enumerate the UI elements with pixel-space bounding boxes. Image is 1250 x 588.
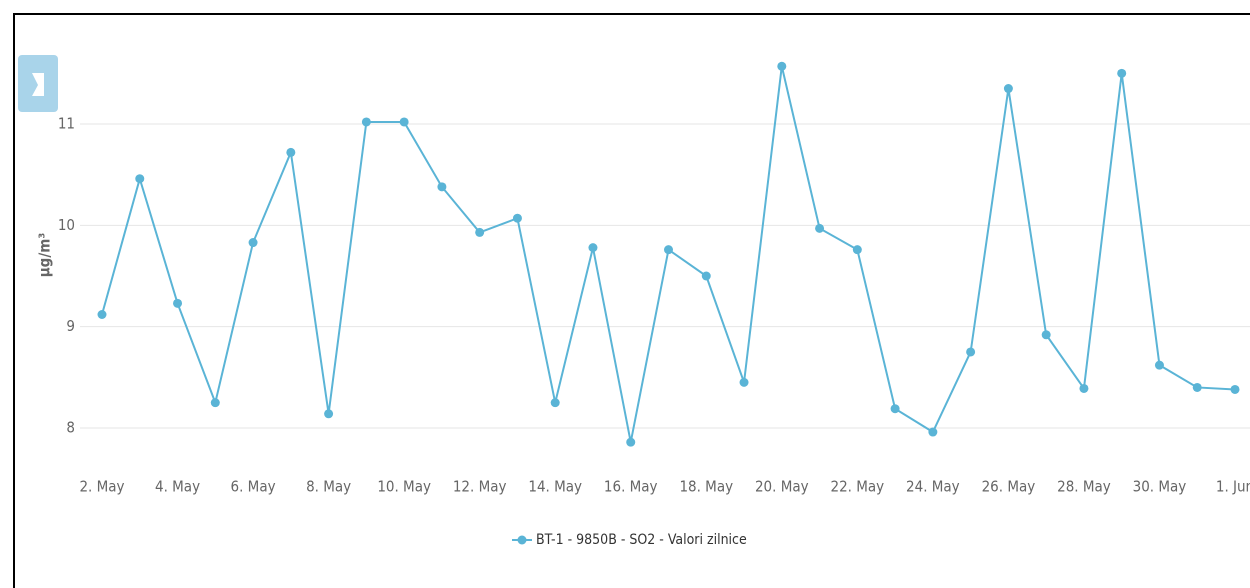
x-tick-label: 22. May <box>831 478 885 496</box>
y-tick-label: 9 <box>66 317 75 335</box>
data-point <box>966 347 976 357</box>
data-point <box>97 309 107 319</box>
data-point <box>1003 84 1013 94</box>
x-tick-label: 20. May <box>755 478 809 496</box>
data-point <box>173 298 183 308</box>
x-tick-label: 26. May <box>982 478 1036 496</box>
x-tick-label: 14. May <box>528 478 582 496</box>
data-point <box>739 377 749 387</box>
x-tick-label: 6. May <box>231 478 276 496</box>
y-tick-label: 8 <box>66 418 75 436</box>
data-point <box>1079 383 1089 393</box>
data-point <box>286 147 296 157</box>
data-point <box>852 245 862 255</box>
data-point <box>399 117 409 127</box>
data-point <box>890 404 900 414</box>
x-tick-label: 18. May <box>679 478 733 496</box>
frame <box>13 13 1250 588</box>
x-tick-label: 1. Jun <box>1216 478 1250 496</box>
data-point <box>928 427 938 437</box>
legend-label: BT-1 - 9850B - SO2 - Valori zilnice <box>536 532 747 548</box>
x-tick-label: 10. May <box>377 478 431 496</box>
data-point <box>135 174 145 184</box>
data-point <box>512 213 522 223</box>
data-point <box>815 223 825 233</box>
x-tick-label: 16. May <box>604 478 658 496</box>
legend-marker <box>517 535 527 545</box>
data-point <box>588 243 598 253</box>
data-point <box>1117 68 1127 78</box>
data-point <box>210 398 220 408</box>
x-tick-label: 30. May <box>1133 478 1187 496</box>
y-tick-label: 10 <box>58 216 75 234</box>
y-tick-label: 11 <box>58 115 75 133</box>
data-point <box>437 182 447 192</box>
data-point <box>550 398 560 408</box>
x-tick-label: 12. May <box>453 478 507 496</box>
data-point <box>361 117 371 127</box>
toggle-icon <box>32 73 44 96</box>
data-point <box>1154 360 1164 370</box>
data-point <box>324 409 334 419</box>
x-tick-label: 2. May <box>79 478 124 496</box>
data-point <box>626 437 636 447</box>
data-point <box>1230 384 1240 394</box>
data-point <box>777 61 787 71</box>
data-point <box>664 245 673 255</box>
data-point <box>1192 382 1202 392</box>
data-point <box>1041 330 1051 340</box>
data-point <box>701 271 711 281</box>
x-tick-label: 24. May <box>906 478 960 496</box>
y-axis-label: µg/m³ <box>36 233 54 278</box>
data-point <box>475 227 485 237</box>
x-tick-label: 8. May <box>306 478 351 496</box>
x-tick-label: 28. May <box>1057 478 1111 496</box>
x-tick-label: 4. May <box>155 478 200 496</box>
series-line <box>101 66 1236 443</box>
data-point <box>248 238 258 248</box>
